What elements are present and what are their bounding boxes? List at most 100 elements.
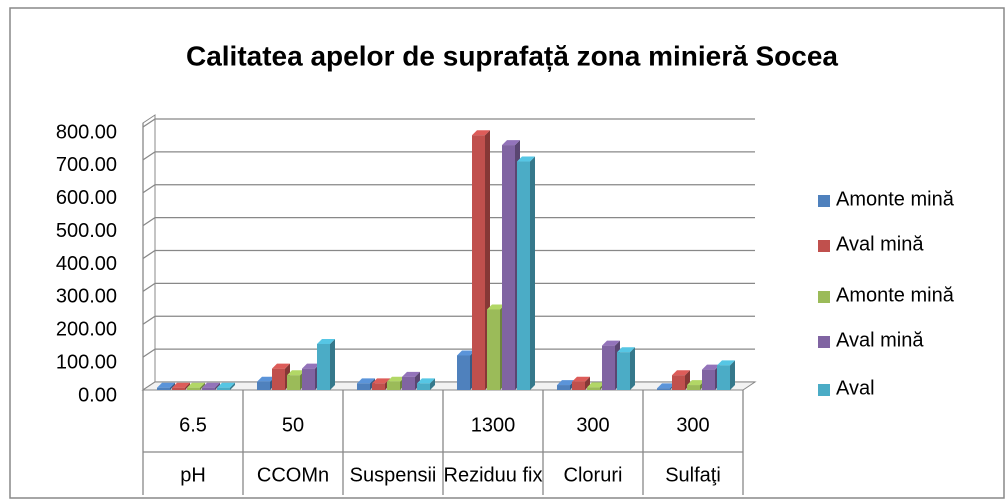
grid-line <box>142 184 755 194</box>
bar-top <box>417 378 435 384</box>
grid-line <box>142 151 755 161</box>
y-tick-label: 500.00 <box>56 220 117 242</box>
x-subcategory-label: 1300 <box>471 414 516 436</box>
bar <box>357 383 370 390</box>
bar <box>672 375 685 390</box>
bar-side <box>430 378 435 390</box>
x-subcategory-label: 6.5 <box>179 414 207 436</box>
y-tick-label: 100.00 <box>56 351 117 373</box>
bar <box>257 381 270 390</box>
bar-top <box>617 347 635 353</box>
x-tick-label: pH <box>180 464 206 486</box>
x-tick-label: Sulfaţi <box>665 464 721 486</box>
legend-label: Amonte mină <box>836 188 955 210</box>
bar-top <box>517 156 535 162</box>
y-tick-label: 0.00 <box>78 384 117 406</box>
grid-line <box>142 348 755 358</box>
bar <box>402 376 415 390</box>
bar-top <box>257 376 275 382</box>
bar <box>317 343 330 390</box>
x-subcategory-label: 300 <box>576 414 609 436</box>
bar <box>472 135 485 390</box>
chart-title: Calitatea apelor de suprafață zona minie… <box>186 40 838 71</box>
bar <box>617 352 630 390</box>
bar-side <box>585 376 590 390</box>
legend-label: Aval mină <box>836 329 924 351</box>
x-tick-label: Reziduu fix <box>444 464 543 486</box>
bar-side <box>230 382 235 390</box>
x-subcategory-label: 300 <box>676 414 709 436</box>
bar-top <box>487 304 505 310</box>
bar <box>372 383 385 390</box>
grid-line <box>142 315 755 325</box>
bar <box>517 161 530 390</box>
bar <box>487 309 500 390</box>
bar <box>457 355 470 390</box>
bar-top <box>657 383 675 389</box>
bar-top <box>217 382 235 388</box>
bar-top <box>557 380 575 386</box>
legend-swatch <box>818 336 830 348</box>
legend-swatch <box>818 195 830 207</box>
x-subcategory-label: 50 <box>282 414 304 436</box>
legend-swatch <box>818 240 830 252</box>
bar-top <box>572 376 590 382</box>
grid-line <box>142 118 755 128</box>
bar <box>587 387 600 390</box>
bar-side <box>630 347 635 390</box>
bar <box>187 387 200 390</box>
bar-top <box>287 370 305 376</box>
x-tick-label: CCOMn <box>257 464 329 486</box>
y-tick-label: 700.00 <box>56 154 117 176</box>
bar <box>272 368 285 390</box>
bar-top <box>457 350 475 356</box>
bar-side <box>170 382 175 390</box>
bar-top <box>302 363 320 369</box>
bar <box>502 145 515 390</box>
bar <box>172 387 185 390</box>
bar-top <box>357 378 375 384</box>
bar <box>302 368 315 390</box>
legend-label: Amonte mină <box>836 284 955 306</box>
y-tick-label: 200.00 <box>56 319 117 341</box>
bar-side <box>185 382 190 390</box>
bar-side <box>215 382 220 390</box>
bar <box>572 381 585 390</box>
bar-top <box>202 382 220 388</box>
legend-swatch <box>818 291 830 303</box>
bar-top <box>272 363 290 369</box>
grid-line <box>142 249 755 260</box>
bar-top <box>502 140 520 146</box>
bar-top <box>402 371 420 377</box>
bar-top <box>602 340 620 346</box>
bar-side <box>730 360 735 390</box>
bar-top <box>172 382 190 388</box>
bar <box>717 365 730 390</box>
bar-side <box>330 338 335 390</box>
bar-top <box>472 130 490 136</box>
bar-top <box>387 376 405 382</box>
bar-top <box>702 364 720 370</box>
bar-top <box>157 382 175 388</box>
bar-side <box>530 156 535 390</box>
bar <box>687 385 700 390</box>
bar <box>557 385 570 390</box>
bar <box>387 381 400 390</box>
y-tick-label: 400.00 <box>56 253 117 275</box>
bar <box>657 388 670 390</box>
bar <box>287 375 300 390</box>
y-tick-label: 600.00 <box>56 187 117 209</box>
legend-label: Aval mină <box>836 233 924 255</box>
bar <box>702 369 715 390</box>
bar <box>417 383 430 390</box>
bar <box>217 387 230 390</box>
bar-top <box>372 378 390 384</box>
y-tick-label: 800.00 <box>56 121 117 143</box>
legend-label: Aval <box>836 377 875 399</box>
bar-side <box>200 382 205 390</box>
bar-top <box>717 360 735 366</box>
bar-top <box>672 370 690 376</box>
bar <box>602 345 615 390</box>
y-tick-label: 300.00 <box>56 286 117 308</box>
bar <box>157 387 170 390</box>
